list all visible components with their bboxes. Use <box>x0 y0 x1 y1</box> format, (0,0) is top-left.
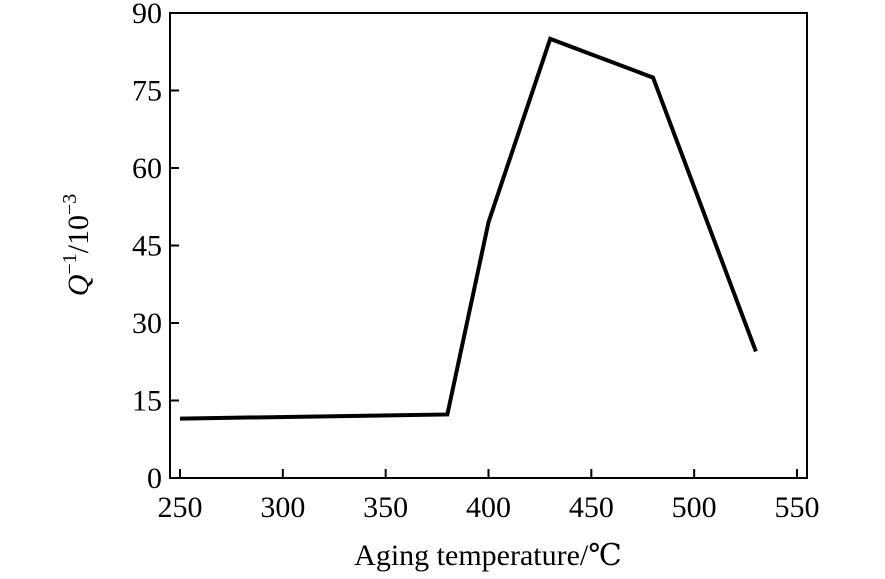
y-axis-label-sup1: −1 <box>59 253 81 274</box>
y-tick-label: 15 <box>132 385 162 418</box>
x-tick-label: 250 <box>158 491 203 524</box>
y-tick-label: 75 <box>132 75 162 108</box>
y-axis-label-symbol: Q <box>62 274 95 296</box>
x-tick-label: 300 <box>260 491 305 524</box>
x-axis-ticks: 250 300 350 400 450 500 550 <box>158 469 820 524</box>
y-axis-label-unit: /10 <box>62 215 95 253</box>
series-layer <box>179 36 758 421</box>
plot-frame <box>169 12 808 479</box>
x-tick-label: 450 <box>569 491 614 524</box>
y-tick-label: 60 <box>132 152 162 185</box>
y-tick-label: 30 <box>132 307 162 340</box>
y-axis-label-sup2: −3 <box>59 194 81 215</box>
y-tick-label: 90 <box>132 0 162 30</box>
x-axis-label: Aging temperature/℃ <box>354 539 622 572</box>
y-axis-ticks: 0 15 30 45 60 75 90 <box>132 0 179 495</box>
x-tick-label: 350 <box>363 491 408 524</box>
x-tick-label: 500 <box>672 491 717 524</box>
x-tick-label: 550 <box>775 491 820 524</box>
x-tick-label: 400 <box>466 491 511 524</box>
y-axis-label: Q−1/10−3 <box>59 194 95 297</box>
y-tick-label: 45 <box>132 230 162 263</box>
y-tick-label: 0 <box>147 462 162 495</box>
series-line <box>179 36 758 421</box>
